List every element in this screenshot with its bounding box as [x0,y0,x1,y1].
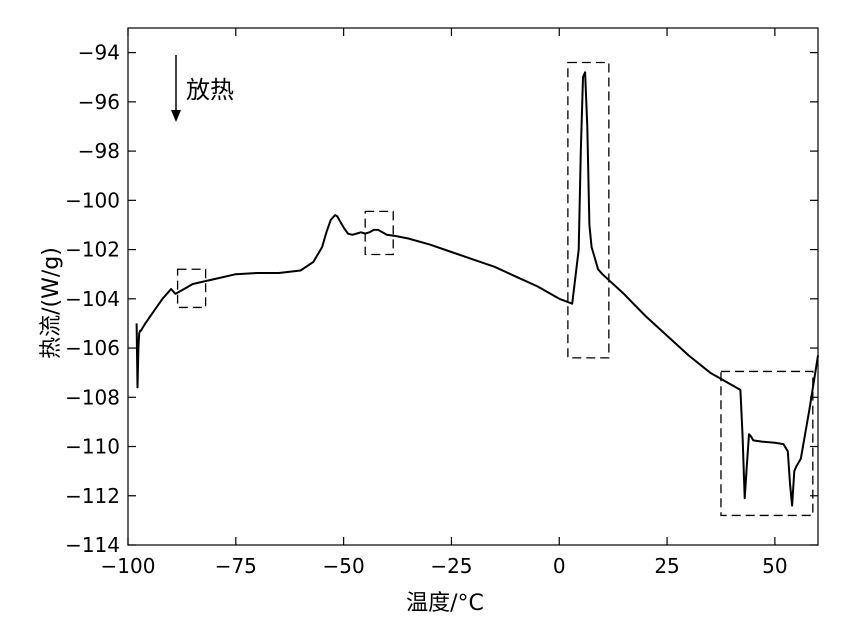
x-axis-title: 温度/°C [406,591,484,616]
highlight-box [720,370,814,517]
y-tick-label: −110 [65,435,120,459]
y-tick-label: −96 [78,90,120,114]
x-tick-label: 25 [654,554,679,578]
highlight-box [567,61,610,359]
y-tick-label: −104 [65,287,120,311]
y-tick-label: −98 [78,139,120,163]
y-tick-label: −108 [65,385,120,409]
exotherm-annotation: 放热 [171,55,234,122]
y-tick-label: −102 [65,238,120,262]
heat-flow-line [135,71,819,507]
y-axis-title: 热流/(W/g) [39,247,64,359]
y-tick-label: −100 [65,188,120,212]
highlight-boxes [176,61,814,517]
x-tick-label: 0 [553,554,566,578]
x-tick-label: −50 [323,554,365,578]
y-tick-label: −112 [65,484,120,508]
series-layer [135,71,819,507]
y-tick-label: −94 [78,41,120,65]
plot-frame [127,27,819,546]
x-tick-label: −25 [430,554,472,578]
x-ticks: −100 −75 −50 −25 0 25 50 [101,28,788,578]
annotation-label: 放热 [186,76,234,104]
highlight-box [176,268,207,309]
y-tick-label: −106 [65,336,120,360]
x-tick-label: 50 [762,554,787,578]
x-tick-label: −100 [101,554,156,578]
y-ticks: −114 −112 −110 −108 −106 −104 −102 −100 −98 −96 −9… [65,41,818,557]
y-tick-label: −114 [65,533,120,557]
arrowhead-icon [171,110,181,122]
x-tick-label: −75 [215,554,257,578]
